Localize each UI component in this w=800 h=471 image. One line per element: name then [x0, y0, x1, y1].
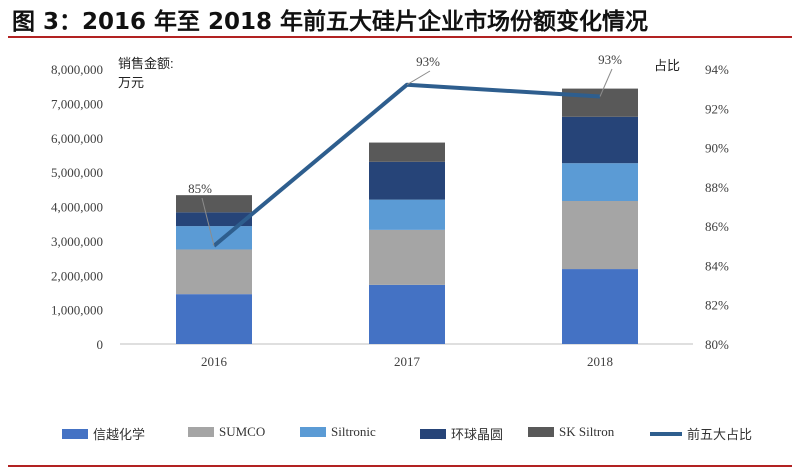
bars: [176, 88, 638, 344]
y-axis-right: 80% 82% 84% 86% 88% 90% 92% 94%: [705, 62, 729, 352]
y-tick-label: 4,000,000: [51, 200, 103, 215]
y-tick-label: 1,000,000: [51, 303, 103, 318]
legend-item-shin-etsu: 信越化学: [62, 424, 145, 443]
share-data-label: 93%: [416, 54, 440, 69]
legend-label: 环球晶圆: [451, 427, 504, 442]
bottom-rule: [8, 465, 792, 467]
legend-item-globalwafers: 环球晶圆: [420, 424, 503, 443]
y-axis-label-line-2: 万元: [118, 75, 144, 90]
legend-swatch: [188, 427, 214, 437]
x-tick-label: 2016: [201, 354, 228, 369]
bar-segment: [562, 163, 638, 201]
y-tick-label: 2,000,000: [51, 268, 103, 283]
legend-swatch: [300, 427, 326, 437]
bar-segment: [176, 212, 252, 227]
legend-label: Siltronic: [331, 424, 376, 439]
legend-label: 前五大占比: [687, 427, 753, 442]
legend: 信越化学 SUMCO Siltronic 环球晶圆 SK Siltron 前五大…: [0, 424, 800, 446]
y-axis-label-line-1: 销售金额:: [118, 56, 174, 71]
x-tick-label: 2017: [394, 354, 421, 369]
x-axis: 2016 2017 2018: [201, 354, 613, 369]
figure-title: 图 3：2016 年至 2018 年前五大硅片企业市场份额变化情况: [12, 9, 649, 35]
legend-label: 信越化学: [93, 427, 146, 442]
y-tick-label: 3,000,000: [51, 234, 103, 249]
y2-tick-label: 80%: [705, 337, 729, 352]
title-rule: [8, 36, 792, 38]
bar-segment: [176, 294, 252, 344]
legend-line-swatch: [650, 431, 682, 436]
y-axis-left: 0 1,000,000 2,000,000 3,000,000 4,000,000 5,0…: [51, 62, 103, 352]
legend-swatch: [528, 427, 554, 437]
data-label-leader: [599, 68, 613, 97]
bar-segment: [562, 116, 638, 164]
y-tick-label: 5,000,000: [51, 165, 103, 180]
legend-label: SK Siltron: [559, 424, 615, 439]
bar-segment: [369, 199, 445, 230]
bar-segment: [369, 142, 445, 162]
y-tick-label: 7,000,000: [51, 96, 103, 111]
share-data-label: 85%: [188, 181, 212, 196]
y2-axis-label: 占比: [654, 58, 680, 73]
y-tick-label: 0: [97, 337, 104, 352]
y2-tick-label: 84%: [705, 258, 729, 273]
bar-segment: [369, 161, 445, 200]
legend-label: SUMCO: [219, 424, 266, 439]
y2-tick-label: 86%: [705, 219, 729, 234]
x-tick-label: 2018: [587, 354, 613, 369]
legend-item-top5-share: 前五大占比: [650, 424, 752, 443]
y-tick-label: 8,000,000: [51, 62, 103, 77]
data-label-leader: [201, 197, 215, 246]
y2-tick-label: 92%: [705, 101, 729, 116]
y2-tick-label: 94%: [705, 62, 729, 77]
bar-segment: [562, 201, 638, 270]
bar-segment: [369, 229, 445, 285]
legend-item-sumco: SUMCO: [188, 424, 265, 440]
y2-tick-label: 88%: [705, 180, 729, 195]
bar-segment: [369, 284, 445, 344]
legend-item-siltronic: Siltronic: [300, 424, 376, 440]
share-line: 85% 93% 93%: [188, 52, 622, 248]
y2-tick-label: 82%: [705, 298, 729, 313]
legend-swatch: [62, 428, 88, 439]
y2-tick-label: 90%: [705, 141, 729, 156]
bar-segment: [176, 249, 252, 295]
share-data-label: 93%: [598, 52, 622, 67]
y-tick-label: 6,000,000: [51, 131, 103, 146]
legend-item-sk-siltron: SK Siltron: [528, 424, 614, 440]
data-label-leader: [406, 70, 431, 86]
bar-segment: [176, 195, 252, 213]
bar-segment: [176, 226, 252, 250]
bar-segment: [562, 88, 638, 117]
legend-swatch: [420, 428, 446, 439]
bar-segment: [562, 269, 638, 344]
